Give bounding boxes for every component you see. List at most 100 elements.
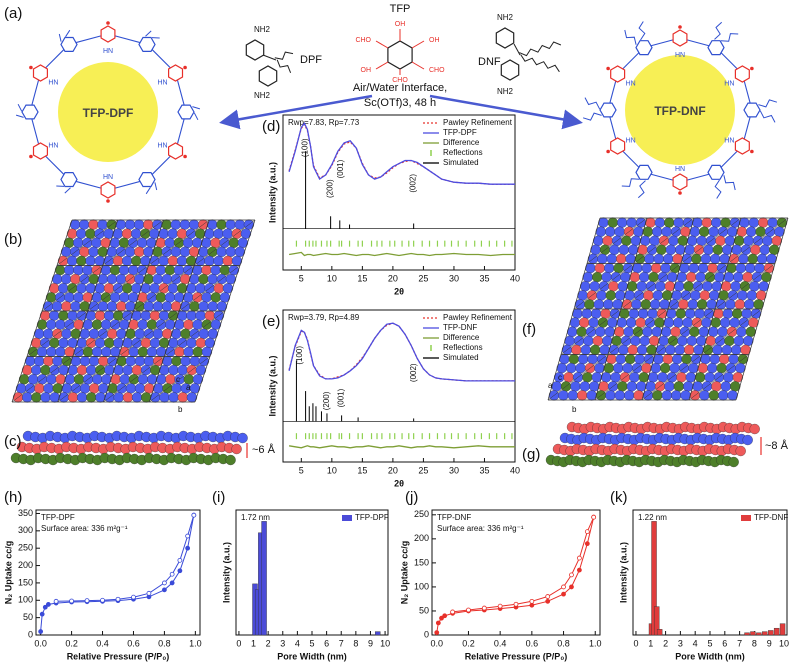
x-tick-label: 25 bbox=[418, 465, 428, 475]
x-tick-label: 35 bbox=[479, 465, 489, 475]
atom-cluster bbox=[594, 262, 605, 274]
y-tick-label: 200 bbox=[414, 533, 429, 543]
ring-fill bbox=[610, 138, 625, 154]
atom-cluster bbox=[106, 301, 118, 312]
x-tick-label: 6 bbox=[324, 638, 329, 648]
atom-cluster bbox=[124, 246, 136, 257]
alkyl-chain bbox=[758, 99, 778, 108]
atom-cluster bbox=[88, 246, 99, 257]
atom-cluster bbox=[664, 217, 675, 228]
lattice bbox=[72, 310, 134, 357]
x-tick-label: 2 bbox=[663, 638, 668, 648]
alkyl-chain bbox=[58, 33, 62, 42]
x-tick-label: 0.8 bbox=[158, 638, 171, 648]
atom-cluster bbox=[213, 255, 224, 267]
x-tick-label: 0.8 bbox=[557, 638, 570, 648]
ring bbox=[743, 102, 761, 118]
atom-cluster bbox=[734, 299, 745, 310]
atom-cluster bbox=[725, 299, 736, 310]
atom-cluster bbox=[622, 362, 633, 374]
data-point bbox=[545, 594, 551, 599]
atom-cluster bbox=[149, 283, 160, 294]
lattice bbox=[164, 310, 226, 357]
lattice bbox=[701, 308, 763, 355]
atom-cluster bbox=[152, 328, 164, 339]
chart: (d) 5 10 15 20 25 30 35 40 2θ Intensity (a.u.) Rwp=… bbox=[262, 114, 520, 296]
data-point bbox=[169, 580, 175, 586]
y-tick-label: 100 bbox=[414, 581, 429, 591]
atom-cluster bbox=[738, 253, 749, 265]
condition: Sc(OTf)3, 48 h bbox=[364, 97, 436, 109]
atom-cluster bbox=[581, 308, 592, 319]
atom-cluster bbox=[176, 228, 188, 239]
x-tick-label: 5 bbox=[299, 273, 304, 283]
ring-fill bbox=[708, 165, 724, 180]
atom-cluster bbox=[652, 226, 663, 237]
atom-cluster bbox=[177, 392, 188, 403]
x-tick-label: 15 bbox=[357, 465, 367, 475]
atom-cluster bbox=[31, 364, 42, 376]
panel-label: (h) bbox=[4, 489, 22, 506]
x-tick-label: 15 bbox=[357, 273, 367, 283]
atom-cluster bbox=[596, 290, 607, 301]
atom-cluster bbox=[629, 372, 640, 383]
atom-cluster bbox=[671, 390, 682, 401]
atom-cluster bbox=[717, 326, 728, 337]
bond bbox=[262, 54, 277, 61]
y-tick-label: 250 bbox=[414, 509, 429, 519]
pore bbox=[625, 55, 735, 165]
lattice bbox=[594, 354, 656, 401]
atom-cluster bbox=[668, 235, 679, 246]
bar bbox=[756, 632, 762, 636]
atom-cluster bbox=[674, 344, 685, 356]
ring-fill bbox=[610, 66, 625, 82]
carbonyl bbox=[606, 149, 610, 154]
ring bbox=[599, 102, 617, 118]
atom-cluster bbox=[728, 353, 739, 365]
peak-label: (200) bbox=[326, 179, 335, 198]
atom-cluster bbox=[712, 344, 723, 356]
series-line bbox=[288, 251, 515, 257]
atom-cluster bbox=[661, 390, 672, 401]
atom-cluster bbox=[79, 383, 91, 394]
link-label: HN bbox=[157, 142, 167, 149]
atom-cluster bbox=[137, 374, 149, 385]
atom-cluster bbox=[201, 346, 213, 358]
atom-cluster bbox=[597, 253, 608, 265]
atom-cluster bbox=[575, 362, 586, 374]
panel-label: (g) bbox=[522, 446, 540, 463]
atom-cluster bbox=[219, 264, 230, 276]
axis-label: c bbox=[558, 373, 562, 382]
atom-cluster bbox=[40, 364, 51, 376]
x-tick-label: 7 bbox=[737, 638, 742, 648]
atom-cluster bbox=[43, 383, 54, 394]
atom-cluster bbox=[609, 244, 620, 255]
atom-cluster bbox=[155, 264, 166, 276]
data-point bbox=[450, 609, 456, 615]
atom-cluster bbox=[626, 217, 637, 228]
atom-cluster bbox=[201, 292, 212, 303]
ring-fill bbox=[178, 105, 194, 119]
atom-cluster bbox=[179, 246, 191, 257]
atom-cluster bbox=[76, 228, 87, 239]
atom-cluster bbox=[222, 228, 233, 239]
axis-label: c bbox=[176, 375, 180, 384]
alkyl-chain bbox=[621, 178, 640, 187]
lattice bbox=[714, 263, 776, 310]
atom-cluster bbox=[636, 281, 647, 292]
atom-cluster bbox=[37, 346, 48, 358]
reaction-arrow bbox=[219, 94, 373, 130]
atom-cluster bbox=[158, 255, 169, 267]
monomer-label: DPF bbox=[300, 54, 322, 66]
x-tick-label: 6 bbox=[722, 638, 727, 648]
x-axis-label: 2θ bbox=[394, 286, 404, 296]
annotation: Surface area: 336 m²g⁻¹ bbox=[437, 524, 524, 533]
data-point bbox=[146, 590, 152, 596]
data-point bbox=[435, 620, 441, 626]
x-tick-label: 1 bbox=[648, 638, 653, 648]
y-axis-label: N₂ Uptake cc/g bbox=[399, 541, 409, 605]
data-point bbox=[42, 604, 48, 610]
atom-cluster bbox=[673, 381, 684, 392]
atom-cluster bbox=[164, 292, 176, 303]
atom-cluster bbox=[731, 344, 742, 356]
